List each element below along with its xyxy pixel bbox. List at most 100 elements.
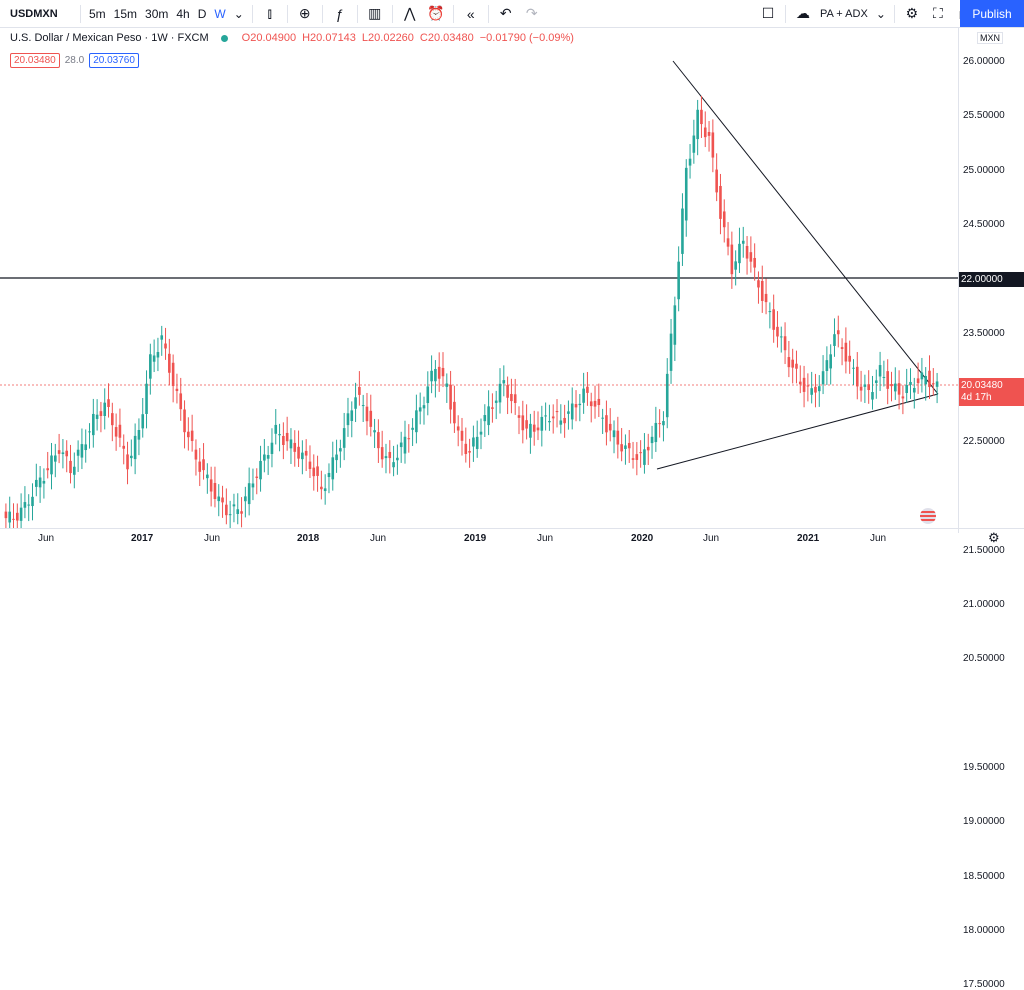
add-compare-icon[interactable]: ⊕ xyxy=(298,5,311,21)
candle-body xyxy=(776,326,779,337)
candle-body xyxy=(665,373,669,418)
candle-body xyxy=(525,420,528,429)
candle-body xyxy=(61,452,65,455)
layout-name[interactable]: PA + ADX xyxy=(820,7,868,20)
chevron-down-icon[interactable]: ⌄ xyxy=(875,6,886,21)
cloud-icon[interactable]: ☁ xyxy=(796,5,810,21)
symbol-search[interactable]: USDMXN xyxy=(10,7,58,20)
candle-body xyxy=(662,421,665,426)
candle-body xyxy=(639,452,642,454)
currency-selector[interactable]: MXN xyxy=(977,32,1003,44)
templates-icon[interactable]: ▥ xyxy=(368,5,382,21)
hline-price-tag: 22.00000 xyxy=(959,272,1024,287)
toolbar-divider xyxy=(356,4,358,23)
candle-body xyxy=(388,451,392,459)
undo-icon[interactable]: ↶ xyxy=(499,5,512,21)
candle-body xyxy=(867,384,870,391)
toolbar-divider xyxy=(286,4,288,23)
candle-body xyxy=(726,238,730,247)
layout-square-icon[interactable]: ☐ xyxy=(761,5,775,21)
trendline-lower[interactable] xyxy=(656,393,939,470)
candle-body xyxy=(483,415,487,422)
candle-body xyxy=(479,431,483,435)
candle-body xyxy=(844,342,848,362)
candle-body xyxy=(194,449,198,460)
candle-body xyxy=(779,336,783,338)
candle-body xyxy=(852,367,855,369)
candle-body xyxy=(354,397,357,409)
candle-body xyxy=(373,430,376,433)
candle-body xyxy=(99,411,103,417)
market-status-icon xyxy=(220,34,228,42)
gear-icon[interactable]: ⚙ xyxy=(988,530,1000,545)
candle-body xyxy=(620,444,623,452)
interval-d[interactable]: D xyxy=(197,6,207,21)
candle-body xyxy=(445,383,449,387)
replay-icon[interactable]: « xyxy=(466,5,475,22)
candle-body xyxy=(418,407,422,412)
gear-icon[interactable]: ⚙ xyxy=(905,5,919,21)
candle-body xyxy=(92,413,95,436)
candle-body xyxy=(304,450,308,456)
candle-body xyxy=(437,366,441,379)
candle-body xyxy=(722,211,726,228)
candle-body xyxy=(814,386,817,393)
candle-body xyxy=(608,423,612,431)
price-axis[interactable]: MXN 26.0000025.5000025.0000024.5000024.0… xyxy=(958,28,1024,990)
candle-body xyxy=(719,185,722,219)
price-chart[interactable] xyxy=(0,28,958,528)
candle-body xyxy=(787,357,791,368)
interval-4h[interactable]: 4h xyxy=(176,6,190,21)
redo-icon[interactable]: ↷ xyxy=(525,5,538,21)
candle-body xyxy=(35,479,38,487)
candle-body xyxy=(874,380,878,383)
axis-price-label: 26.00000 xyxy=(963,56,1005,67)
candle-body xyxy=(228,514,232,516)
candle-body xyxy=(361,405,365,407)
candle-body xyxy=(411,427,414,430)
chart-title: U.S. Dollar / Mexican Peso · 1W · FXCM xyxy=(10,32,209,44)
candle-body xyxy=(183,409,186,433)
candle-body xyxy=(684,167,688,221)
candle-body xyxy=(263,454,266,461)
interval-5m[interactable]: 5m xyxy=(89,6,106,21)
candle-body xyxy=(160,335,164,340)
publish-button[interactable]: Publish xyxy=(960,0,1024,27)
candle-body xyxy=(540,416,544,431)
alarm-icon[interactable]: ⏰ xyxy=(427,5,445,21)
interval-15m[interactable]: 15m xyxy=(113,6,138,21)
indicators-icon[interactable]: ƒ xyxy=(335,5,344,22)
candle-body xyxy=(301,452,304,460)
candle-body xyxy=(806,385,810,387)
candle-body xyxy=(88,431,91,433)
candle-body xyxy=(118,424,122,438)
candle-body xyxy=(126,454,129,470)
candle-body xyxy=(4,511,8,519)
alert-icon[interactable]: ⋀ xyxy=(404,5,416,21)
time-axis[interactable]: Jun 2017 Jun 2018 Jun 2019 Jun 2020 Jun … xyxy=(0,528,1024,548)
candle-body xyxy=(171,362,175,387)
candle-body xyxy=(703,127,707,138)
chevron-down-icon[interactable]: ⌄ xyxy=(233,6,244,21)
candle-body xyxy=(342,428,346,448)
candle-body xyxy=(65,450,69,457)
close-value: C20.03480 xyxy=(419,32,474,44)
low-value: L20.02260 xyxy=(361,32,414,44)
candle-body xyxy=(297,446,300,459)
candle-body xyxy=(190,430,194,442)
trendline-upper[interactable] xyxy=(672,60,939,395)
interval-w[interactable]: W xyxy=(214,6,226,21)
interval-30m[interactable]: 30m xyxy=(145,6,169,21)
axis-price-label: 20.50000 xyxy=(963,653,1005,665)
axis-price-label: 23.50000 xyxy=(963,327,1005,339)
candle-body xyxy=(464,443,468,455)
candle-body xyxy=(711,132,715,158)
candle-body xyxy=(825,360,829,372)
candle-body xyxy=(107,399,110,408)
candle-body xyxy=(27,504,31,506)
candle-body xyxy=(513,394,517,404)
fullscreen-icon[interactable]: ⛶ xyxy=(932,5,943,21)
axis-price-label: 19.00000 xyxy=(963,816,1005,828)
candle-body xyxy=(863,384,867,387)
candles-icon[interactable]: ⫾ xyxy=(267,5,273,21)
